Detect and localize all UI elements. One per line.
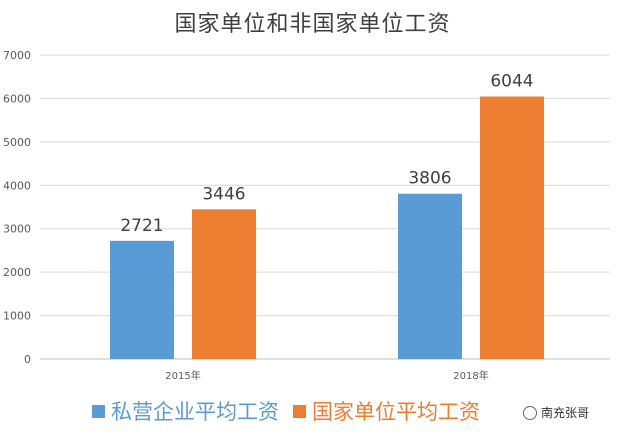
data-label: 2721 [120, 216, 163, 236]
y-tick-label: 2000 [3, 266, 31, 279]
y-tick-label: 3000 [3, 223, 31, 236]
data-label: 3446 [202, 184, 245, 204]
x-axis-ticks: 2015年 2018年 [165, 369, 488, 382]
y-tick-label: 7000 [3, 49, 31, 62]
y-tick-label: 4000 [3, 179, 31, 192]
legend-swatch [293, 404, 306, 418]
bars [110, 96, 544, 360]
watermark: 南充张哥 [520, 403, 593, 422]
bar [480, 96, 544, 360]
data-label: 3806 [408, 169, 451, 189]
legend-item: 国家单位平均工资 [293, 396, 480, 426]
legend-swatch [92, 404, 105, 418]
y-tick-label: 5000 [3, 136, 31, 149]
watermark-text: 南充张哥 [541, 406, 590, 420]
y-axis-ticks: 0 1000 2000 3000 4000 5000 6000 7000 [3, 49, 31, 366]
y-tick-label: 0 [24, 353, 31, 366]
bar [398, 193, 462, 359]
chart-title: 国家单位和非国家单位工资 [174, 12, 451, 37]
y-tick-label: 1000 [3, 310, 31, 323]
legend-label: 国家单位平均工资 [312, 400, 480, 424]
legend: 私营企业平均工资 国家单位平均工资 [92, 396, 494, 426]
x-tick-label: 2015年 [165, 369, 200, 382]
legend-item: 私营企业平均工资 [92, 396, 279, 426]
data-labels: 2721 3446 3806 6044 [120, 72, 533, 236]
legend-label: 私营企业平均工资 [111, 400, 279, 424]
bar [192, 209, 256, 359]
wechat-icon [523, 405, 537, 420]
bar [110, 240, 174, 359]
x-tick-label: 2018年 [453, 369, 488, 382]
data-label: 6044 [490, 72, 533, 92]
y-tick-label: 6000 [3, 92, 31, 105]
